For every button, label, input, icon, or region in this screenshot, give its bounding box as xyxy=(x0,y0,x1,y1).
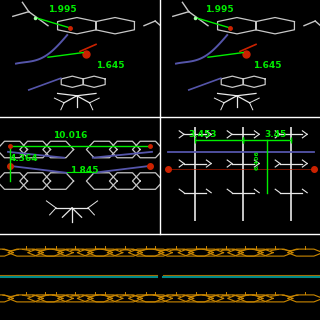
Text: 10.016: 10.016 xyxy=(53,131,87,140)
Text: 1.645: 1.645 xyxy=(253,61,281,70)
Text: 6.406: 6.406 xyxy=(254,151,260,170)
Text: 3.453: 3.453 xyxy=(189,130,217,139)
Text: 3.45: 3.45 xyxy=(264,130,286,139)
Text: 1.995: 1.995 xyxy=(205,5,233,14)
Text: 1.845: 1.845 xyxy=(70,166,99,175)
Text: 4.364: 4.364 xyxy=(10,154,38,163)
Text: 1.645: 1.645 xyxy=(96,61,124,70)
Text: 1.995: 1.995 xyxy=(48,5,76,14)
